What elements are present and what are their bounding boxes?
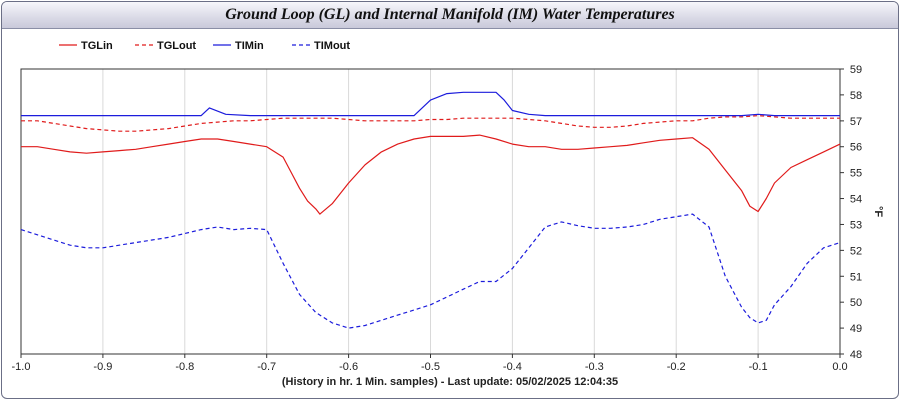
- x-tick-label-4: -0.6: [339, 361, 358, 373]
- y-tick-label-10: 58: [850, 90, 862, 102]
- x-tick-label-3: -0.7: [257, 361, 276, 373]
- y-tick-label-7: 55: [850, 168, 862, 180]
- chart-footer: (History in hr. 1 Min. samples) - Last u…: [281, 376, 619, 388]
- y-tick-label-11: 59: [850, 64, 862, 76]
- y-tick-label-6: 54: [850, 194, 862, 206]
- x-tick-label-6: -0.4: [503, 361, 522, 373]
- y-tick-label-0: 48: [850, 349, 862, 361]
- x-tick-label-2: -0.8: [175, 361, 194, 373]
- y-tick-label-5: 53: [850, 219, 862, 231]
- x-tick-label-8: -0.2: [667, 361, 686, 373]
- legend-label-tglin: TGLin: [81, 40, 113, 52]
- x-tick-label-10: 0.0: [832, 361, 847, 373]
- legend-label-tglout: TGLout: [157, 40, 196, 52]
- y-tick-label-3: 51: [850, 271, 862, 283]
- y-tick-label-9: 57: [850, 116, 862, 128]
- y-tick-label-1: 49: [850, 323, 862, 335]
- y-tick-label-2: 50: [850, 297, 862, 309]
- x-tick-label-7: -0.3: [585, 361, 604, 373]
- legend-label-timin: TIMin: [235, 40, 264, 52]
- x-tick-label-0: -1.0: [12, 361, 31, 373]
- series-line-timout: [20, 213, 841, 329]
- y-tick-label-4: 52: [850, 245, 862, 257]
- y-tick-label-8: 56: [850, 142, 862, 154]
- x-tick-label-9: -0.1: [749, 361, 768, 373]
- y-axis-label: °F: [872, 206, 884, 217]
- series-line-tglin: [21, 134, 841, 215]
- series-line-timin: [21, 91, 840, 117]
- x-tick-label-5: -0.5: [421, 361, 440, 373]
- legend-label-timout: TIMout: [314, 40, 350, 52]
- chart-title: Ground Loop (GL) and Internal Manifold (…: [2, 2, 898, 29]
- x-tick-label-1: -0.9: [93, 361, 112, 373]
